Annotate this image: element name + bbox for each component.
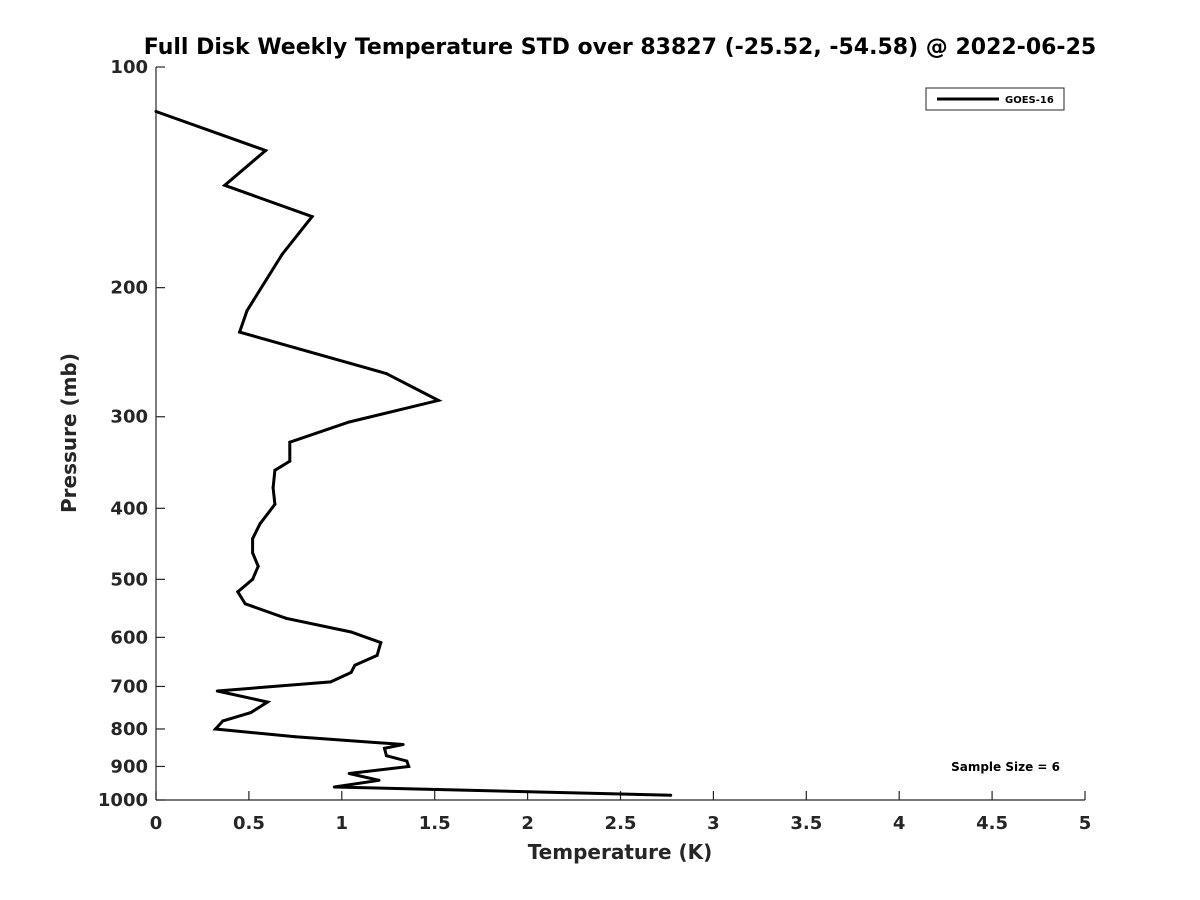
data-point (280, 252, 284, 256)
data-point (251, 537, 255, 541)
data-point (329, 680, 333, 684)
data-point (288, 459, 292, 463)
plot-area (155, 67, 1085, 801)
x-axis-title: Temperature (K) (528, 840, 713, 864)
x-tick-label: 5 (1079, 813, 1092, 834)
data-point (243, 602, 247, 606)
data-point (377, 778, 381, 782)
data-point (223, 183, 227, 187)
data-point (245, 309, 249, 313)
x-tick-label: 0.5 (233, 813, 265, 834)
x-tick-label: 2 (521, 813, 534, 834)
data-point (271, 486, 275, 490)
data-point (349, 630, 353, 634)
data-point (266, 700, 269, 704)
y-tick-label: 700 (110, 676, 148, 697)
y-tick-label: 900 (110, 756, 148, 777)
x-tick-label: 1 (336, 813, 349, 834)
data-point (251, 577, 255, 581)
data-point (273, 502, 277, 506)
data-point (401, 743, 405, 746)
x-tick-label: 4 (893, 813, 906, 834)
x-tick-label: 1.5 (419, 813, 451, 834)
data-point (258, 522, 262, 526)
data-point (251, 551, 255, 555)
data-point (436, 398, 440, 402)
chart-title: Full Disk Weekly Temperature STD over 83… (144, 35, 1096, 60)
data-point (379, 641, 383, 645)
data-point (375, 653, 379, 657)
data-point (332, 785, 336, 789)
series-layer (154, 110, 673, 797)
data-point (215, 689, 219, 693)
y-tick-label: 300 (110, 407, 148, 428)
y-tick-label: 800 (110, 719, 148, 740)
x-tick-label: 4.5 (976, 813, 1008, 834)
sample-size-annotation: Sample Size = 6 (951, 760, 1060, 774)
data-point (288, 440, 292, 444)
data-point (353, 663, 357, 667)
y-ticks: 100 200 300 400 500 600 700 800 900 1000 (98, 57, 165, 811)
data-point (238, 330, 242, 334)
data-point (310, 215, 314, 219)
data-point (669, 793, 673, 797)
data-point (293, 735, 297, 739)
y-tick-label: 400 (110, 498, 148, 519)
legend: GOES-16 (925, 87, 1065, 111)
data-point (221, 719, 225, 723)
y-axis-title: Pressure (mb) (57, 353, 81, 513)
data-point (256, 564, 260, 568)
x-tick-label: 2.5 (605, 813, 637, 834)
data-point (384, 754, 388, 758)
x-ticks: 0 0.5 1 1.5 2 2.5 3 3.5 4 4.5 5 (150, 791, 1092, 834)
data-point (383, 746, 386, 750)
y-tick-label: 100 (110, 57, 148, 78)
x-tick-label: 0 (150, 813, 163, 834)
data-point (154, 110, 158, 113)
y-tick-label: 600 (110, 627, 148, 648)
data-point (384, 372, 388, 376)
data-point (236, 590, 240, 594)
data-point (284, 616, 288, 620)
x-tick-label: 3.5 (790, 813, 822, 834)
data-point (347, 420, 351, 424)
data-point (349, 671, 353, 674)
y-tick-label: 200 (110, 278, 148, 299)
data-point (405, 759, 409, 763)
legend-label-goes-16: GOES-16 (1005, 95, 1054, 106)
y-tick-label: 1000 (98, 790, 148, 811)
data-point (273, 468, 277, 472)
y-tick-label: 500 (110, 569, 148, 590)
x-tick-label: 3 (707, 813, 720, 834)
data-point (347, 772, 351, 775)
series-line-goes-16 (155, 110, 671, 797)
data-point (249, 711, 253, 715)
data-point (407, 765, 411, 768)
data-point (264, 149, 268, 152)
data-point (214, 727, 217, 731)
